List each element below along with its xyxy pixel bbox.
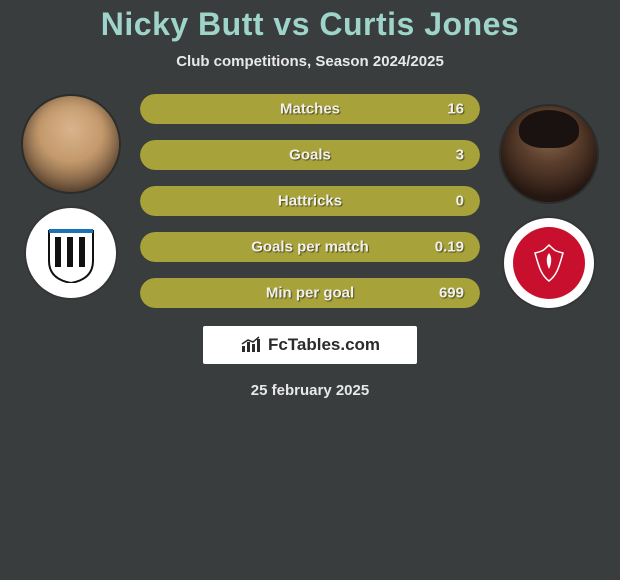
stat-label: Goals per match [251,239,369,256]
main-row: Matches 16 Goals 3 Hattricks 0 Goals per… [0,94,620,308]
stat-label: Min per goal [266,285,354,302]
brand-text: FcTables.com [268,335,380,355]
subtitle: Club competitions, Season 2024/2025 [0,53,620,70]
left-column [16,94,126,298]
stat-value: 0 [456,193,464,210]
newcastle-crest-icon [41,223,101,283]
stat-value: 16 [447,101,464,118]
lfc-inner [513,227,585,299]
date-line: 25 february 2025 [0,382,620,399]
stats-column: Matches 16 Goals 3 Hattricks 0 Goals per… [140,94,480,308]
comparison-card: Nicky Butt vs Curtis Jones Club competit… [0,0,620,399]
stat-value: 699 [439,285,464,302]
page-title: Nicky Butt vs Curtis Jones [0,6,620,43]
stat-bar-goals: Goals 3 [140,140,480,170]
club-left-badge [26,208,116,298]
player-right-avatar [499,104,599,204]
brand-badge[interactable]: FcTables.com [203,326,417,364]
stat-label: Matches [280,101,340,118]
chart-icon [240,336,262,354]
liverpool-crest-icon [527,241,571,285]
stat-label: Hattricks [278,193,342,210]
stat-label: Goals [289,147,331,164]
club-right-badge [504,218,594,308]
stat-bar-hattricks: Hattricks 0 [140,186,480,216]
stat-bar-matches: Matches 16 [140,94,480,124]
player-left-avatar [21,94,121,194]
stat-bar-gpm: Goals per match 0.19 [140,232,480,262]
right-column [494,94,604,308]
stat-bar-mpg: Min per goal 699 [140,278,480,308]
stat-value: 3 [456,147,464,164]
stat-value: 0.19 [435,239,464,256]
